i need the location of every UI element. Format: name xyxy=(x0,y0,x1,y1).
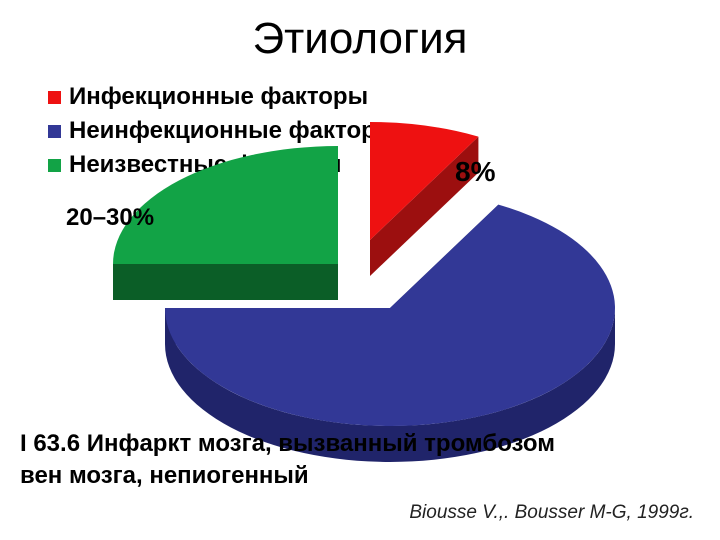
legend-swatch-noninfectious xyxy=(48,124,61,138)
legend-swatch-infectious xyxy=(48,90,61,104)
pie-slice-noninfectious xyxy=(165,204,616,426)
pie-side-noninfectious-0 xyxy=(165,308,615,462)
diagnosis-caption: I 63.6 Инфаркт мозга, вызванный тромбозо… xyxy=(20,428,700,492)
pie-slice-unknown xyxy=(113,146,338,264)
slide-title: Этиология xyxy=(252,14,468,63)
legend-swatch-unknown xyxy=(48,158,61,172)
diagnosis-caption-line1: I 63.6 Инфаркт мозга, вызванный тромбозо… xyxy=(20,430,555,457)
pie-slice-infectious xyxy=(370,122,479,240)
pie-wall-infectious-1 xyxy=(370,136,479,276)
diagnosis-caption-line2: вен мозга, непиогенный xyxy=(20,462,309,489)
pie-wall-unknown-0 xyxy=(113,264,338,300)
slice-label-unknown: 20–30% xyxy=(66,204,155,231)
citation: Biousse V.,. Bousser M-G, 1999г. xyxy=(409,502,694,523)
legend-label-infectious: Инфекционные факторы xyxy=(69,83,369,110)
legend-label-noninfectious: Неинфекционные факторы xyxy=(69,117,397,144)
slice-label-infectious: 8% xyxy=(455,156,496,187)
legend-item-noninfectious: Неинфекционные факторы xyxy=(48,114,396,148)
legend-item-infectious: Инфекционные факторы xyxy=(48,80,396,114)
